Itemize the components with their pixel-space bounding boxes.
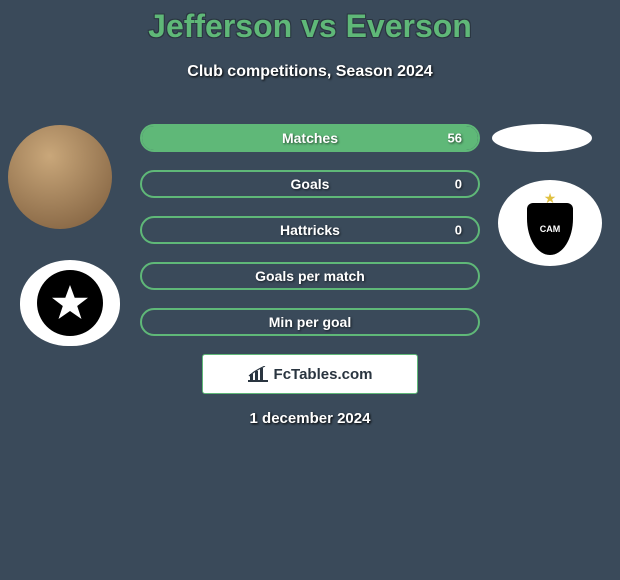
stat-row-min-per-goal: Min per goal (140, 308, 480, 336)
stat-value-right: 0 (455, 223, 462, 238)
stats-container: Matches 56 Goals 0 Hattricks 0 Goals per… (140, 124, 480, 354)
player-right-club-badge: ★ CAM (498, 180, 602, 266)
brand-chart-icon (248, 366, 268, 382)
stat-label: Matches (282, 130, 338, 146)
club-right-shield: CAM (527, 203, 573, 255)
botafogo-star-icon (37, 270, 103, 336)
player-left-avatar (8, 125, 112, 229)
stat-value-right: 0 (455, 177, 462, 192)
brand-box[interactable]: FcTables.com (202, 354, 418, 394)
stat-row-goals: Goals 0 (140, 170, 480, 198)
stat-row-goals-per-match: Goals per match (140, 262, 480, 290)
comparison-title: Jefferson vs Everson (0, 0, 620, 45)
stat-label: Goals (291, 176, 330, 192)
stat-row-matches: Matches 56 (140, 124, 480, 152)
stat-row-hattricks: Hattricks 0 (140, 216, 480, 244)
star-icon (50, 283, 90, 323)
stat-value-right: 56 (448, 131, 462, 146)
player-left-club-badge (20, 260, 120, 346)
comparison-subtitle: Club competitions, Season 2024 (0, 63, 620, 81)
stat-label: Hattricks (280, 222, 340, 238)
club-right-abbr: CAM (540, 224, 561, 234)
stat-label: Goals per match (255, 268, 365, 284)
date-text: 1 december 2024 (0, 410, 620, 427)
stat-label: Min per goal (269, 314, 351, 330)
player-right-avatar (492, 124, 592, 152)
brand-text: FcTables.com (274, 366, 373, 383)
